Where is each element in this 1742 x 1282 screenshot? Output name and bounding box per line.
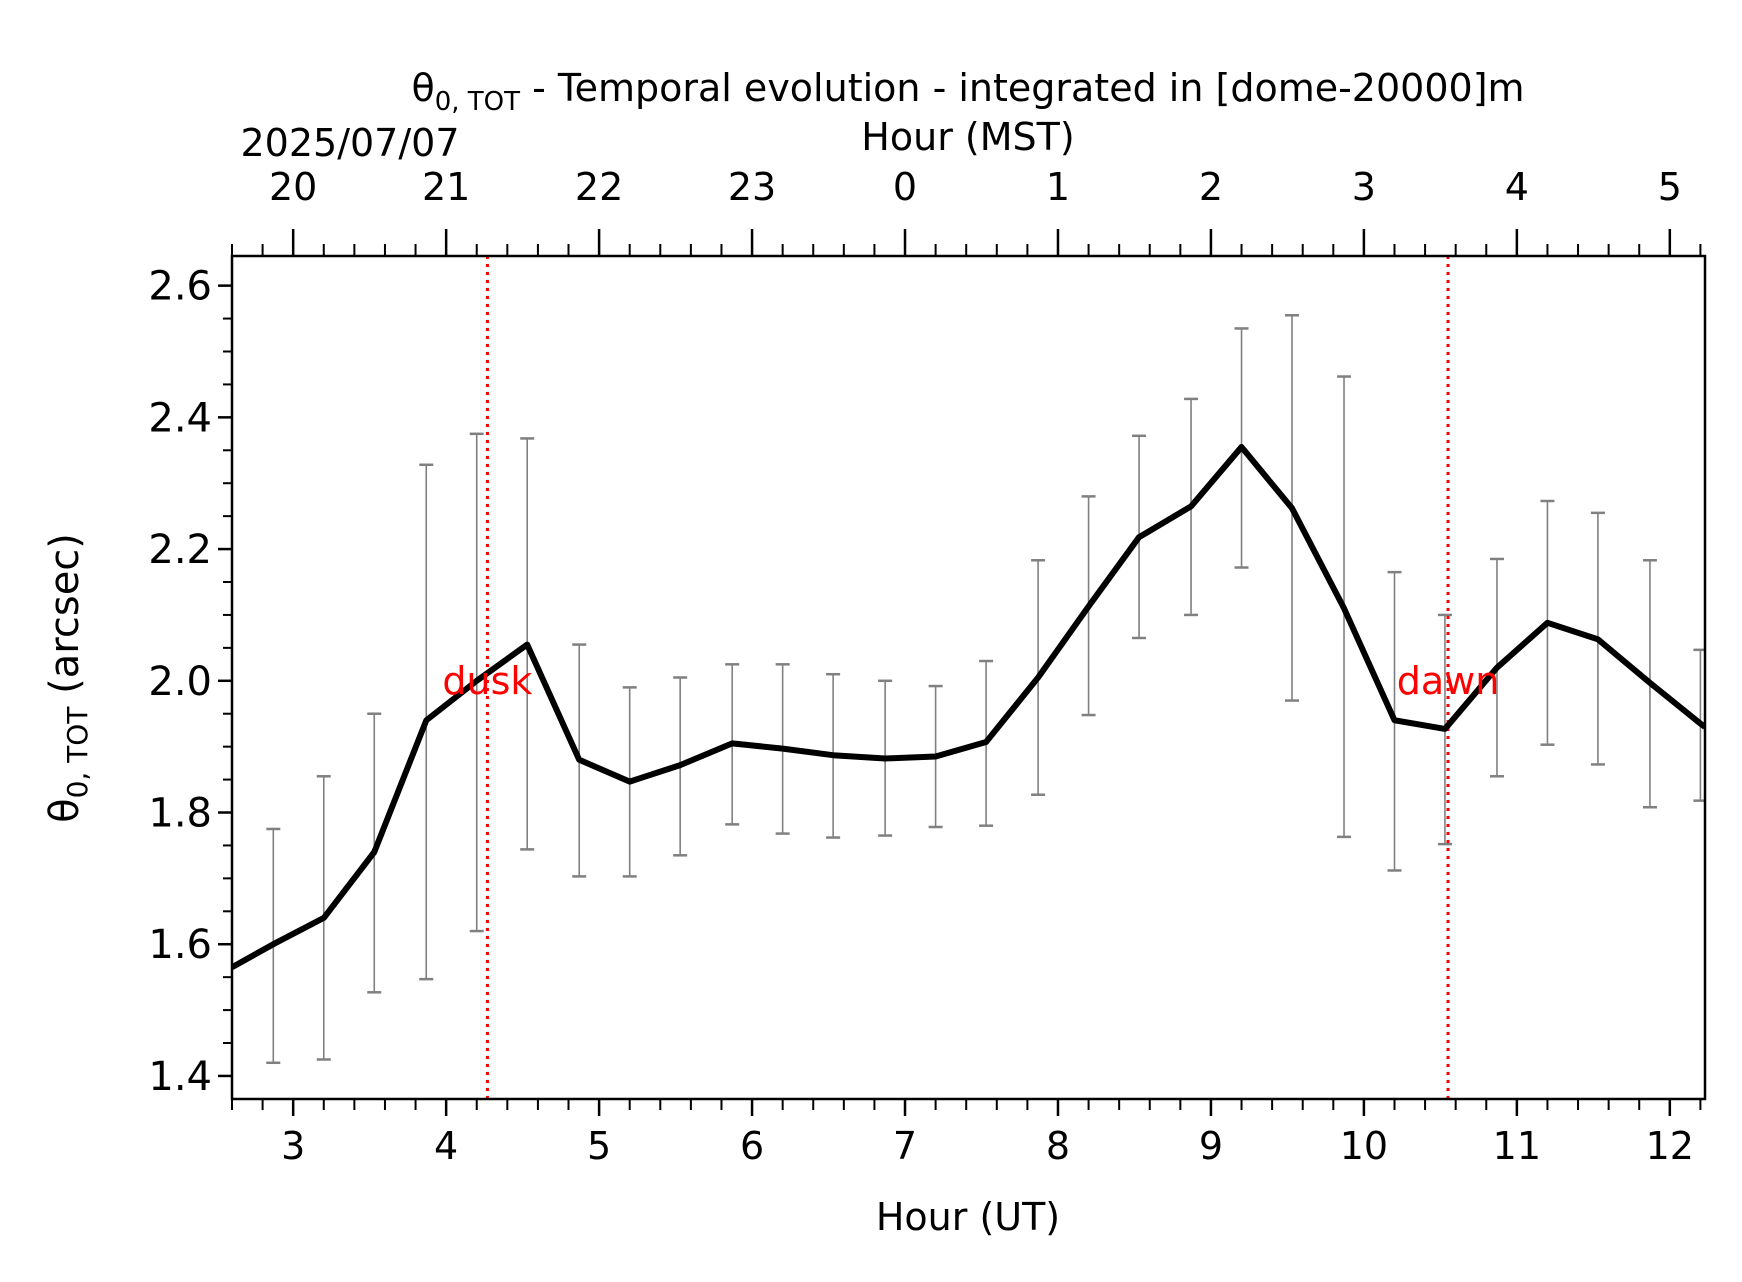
- top-tick-label: 4: [1505, 165, 1529, 209]
- y-tick-label: 2.4: [148, 395, 212, 441]
- ylabel-subscript: 0, TOT: [61, 706, 94, 799]
- x-tick-label: 12: [1646, 1124, 1694, 1168]
- x-tick-label: 10: [1340, 1124, 1388, 1168]
- top-tick-label: 20: [269, 165, 317, 209]
- x-tick-label: 8: [1046, 1124, 1070, 1168]
- marker-label-dusk: dusk: [442, 659, 532, 703]
- y-tick-label: 2.6: [148, 264, 212, 310]
- x-tick-label: 5: [587, 1124, 611, 1168]
- x-tick-label: 6: [740, 1124, 764, 1168]
- top-tick-label: 23: [728, 165, 776, 209]
- y-tick-label: 1.8: [148, 791, 212, 837]
- y-tick-label: 2.0: [148, 659, 212, 705]
- title-subscript: 0, TOT: [435, 87, 520, 117]
- y-axis-label: θ0, TOT (arcsec): [42, 533, 94, 823]
- chart-title: θ0, TOT - Temporal evolution - integrate…: [411, 66, 1524, 117]
- top-axis-label: Hour (MST): [861, 115, 1074, 159]
- top-tick-label: 22: [575, 165, 623, 209]
- x-tick-label: 4: [434, 1124, 458, 1168]
- x-tick-label: 11: [1493, 1124, 1541, 1168]
- top-tick-label: 21: [422, 165, 470, 209]
- x-axis-label: Hour (UT): [876, 1195, 1060, 1239]
- y-tick-label: 2.2: [148, 527, 212, 573]
- title-text: - Temporal evolution - integrated in [do…: [520, 66, 1525, 110]
- top-tick-label: 3: [1352, 165, 1376, 209]
- marker-label-dawn: dawn: [1397, 659, 1500, 703]
- y-tick-label: 1.6: [148, 922, 212, 968]
- y-tick-label: 1.4: [148, 1054, 212, 1100]
- plot-area: [232, 256, 1705, 1099]
- series-line-0: [232, 444, 1705, 970]
- x-tick-label: 9: [1199, 1124, 1223, 1168]
- ylabel-symbol: θ: [42, 798, 88, 822]
- date-label: 2025/07/07: [240, 121, 459, 165]
- top-tick-label: 2: [1199, 165, 1223, 209]
- ylabel-text: (arcsec): [42, 533, 88, 706]
- top-tick-label: 5: [1658, 165, 1682, 209]
- plot-frame: [230, 254, 1707, 1101]
- top-tick-label: 1: [1046, 165, 1070, 209]
- x-tick-label: 3: [281, 1124, 305, 1168]
- x-tick-label: 7: [893, 1124, 917, 1168]
- top-tick-label: 0: [893, 165, 917, 209]
- title-symbol: θ: [411, 66, 434, 110]
